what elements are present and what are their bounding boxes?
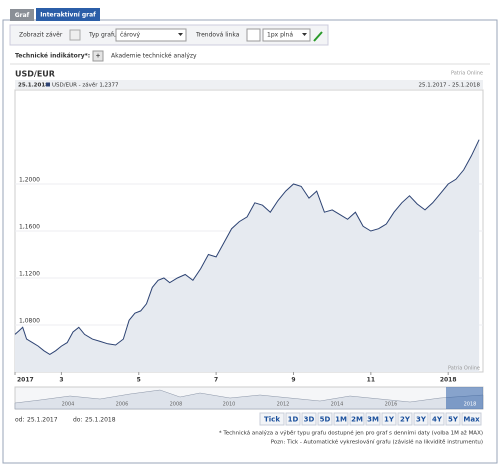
label: Typ grafu* [88,32,120,39]
select-value[interactable]: čárový [120,32,141,39]
tab-label[interactable]: Interaktivní graf [40,12,96,19]
select[interactable] [115,28,187,42]
x-tick-label: 5 [137,377,141,384]
tab-label[interactable]: Graf [15,12,30,19]
navigator-year: 2010 [223,402,236,408]
navigator-year: 2008 [170,402,183,408]
x-tick-label: 11 [367,377,375,384]
range-button-label[interactable]: 3M [367,416,379,424]
y-tick-label: 1,1600 [19,224,40,231]
date-input[interactable]: 25.1.2018 [85,417,116,424]
label: od: [15,417,25,424]
range-button[interactable] [381,412,397,426]
legend-label: USD/EUR - závěr 1,2377 [52,82,119,89]
source: Patria Online [451,71,483,77]
range-button[interactable] [413,412,429,426]
range-button[interactable] [259,412,285,426]
header-bar [15,80,483,89]
note: Pozn: Tick - Automatické vykreslování gr… [271,439,483,446]
x-tick-label: 2018 [440,377,457,384]
pencil[interactable] [313,31,323,42]
date-input[interactable]: 25.1.2017 [27,417,58,424]
header-date: 25.1.2018 [18,83,49,89]
select-value[interactable]: 1px plná [267,32,293,39]
legend-swatch [46,82,50,87]
y-tick-label: 1,2000 [19,177,40,184]
range-button[interactable] [397,412,413,426]
label: do: [73,417,83,424]
range-button-label[interactable]: 3Y [416,416,427,424]
area [15,139,480,372]
range-button[interactable] [317,412,333,426]
label: Zobrazit závěr [19,32,63,39]
navigator-year: 2018 [464,402,477,408]
label: Technické indikátory*: [15,53,90,60]
source: Patria Online [448,366,480,372]
navigator-year: 2016 [385,402,398,408]
button-label[interactable]: + [95,53,100,60]
range-button-label[interactable]: 3D [304,416,315,424]
range-button-label[interactable]: 1D [288,416,299,424]
range-button-label[interactable]: 1M [335,416,347,424]
tab-active[interactable] [36,8,100,21]
range-button[interactable] [333,412,349,426]
range-button[interactable] [285,412,301,426]
button[interactable] [92,50,104,62]
range-button[interactable] [445,412,461,426]
range-button-label[interactable]: 4Y [432,416,443,424]
range-button-label[interactable]: 5D [320,416,331,424]
range-button-label[interactable]: 1Y [384,416,395,424]
label: Trendová linka [195,32,240,39]
arrow [302,33,307,36]
line [14,139,480,355]
range-button[interactable] [461,412,482,426]
chart-title: USD/EUR [15,70,55,79]
note: * Technická analýza a výběr typu grafu d… [219,430,483,437]
color-box[interactable] [246,28,261,42]
header-range: 25.1.2017 - 25.1.2018 [419,83,481,89]
navigator-window[interactable] [446,387,483,409]
range-button-label[interactable]: 5Y [448,416,459,424]
range-button-label[interactable]: 2Y [400,416,411,424]
link[interactable]: Akademie technické analýzy [111,53,197,60]
range-button[interactable] [365,412,381,426]
x-tick-label: 3 [59,377,63,384]
range-button-label[interactable]: Tick [264,416,280,424]
navigator-year: 2014 [331,402,344,408]
x-tick-label: 7 [214,377,218,384]
navigator-year: 2006 [116,402,129,408]
range-button[interactable] [349,412,365,426]
select[interactable] [262,28,311,42]
range-button-label[interactable]: 2M [351,416,363,424]
x-tick-label: 9 [291,377,295,384]
y-tick-label: 1,1200 [19,271,40,278]
checkbox[interactable] [69,29,81,41]
y-tick-label: 1,0800 [19,318,40,325]
x-tick-label: 2017 [17,377,34,384]
navigator-year: 2004 [62,402,75,408]
tab[interactable] [10,9,34,21]
range-button-label[interactable]: Max [463,416,480,424]
navigator-year: 2012 [277,402,290,408]
range-button[interactable] [301,412,317,426]
arrow [178,33,183,36]
range-button[interactable] [429,412,445,426]
